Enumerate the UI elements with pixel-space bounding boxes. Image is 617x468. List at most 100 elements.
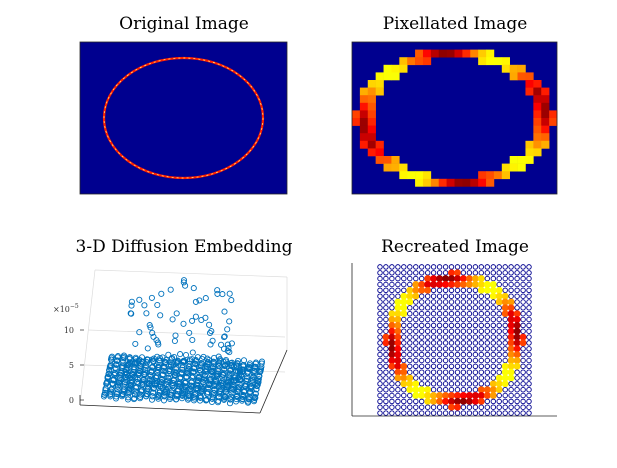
recreated-point: [413, 369, 419, 375]
recreated-point: [478, 375, 485, 381]
pixel-cell: [541, 133, 550, 142]
recreated-point: [436, 305, 443, 311]
recreated-point: [490, 410, 497, 416]
recreated-point: [413, 346, 419, 352]
recreated-point: [526, 299, 532, 305]
recreated-point: [490, 357, 497, 364]
recreated-point: [400, 304, 408, 312]
recreated-point: [407, 410, 413, 416]
recreated-point: [407, 404, 413, 410]
pixel-cell: [446, 49, 455, 58]
panel-original-image: Original Image: [79, 14, 288, 195]
recreated-point: [424, 270, 431, 276]
recreated-point: [377, 340, 383, 346]
recreated-point: [507, 357, 515, 364]
recreated-point: [448, 310, 455, 317]
recreated-point: [442, 334, 449, 340]
recreated-point: [460, 404, 467, 410]
recreated-point: [526, 328, 532, 334]
embedding-point: [233, 362, 240, 369]
recreated-point: [430, 381, 437, 387]
recreated-point: [407, 363, 413, 370]
embedding-point: [205, 360, 213, 368]
recreated-point: [436, 316, 443, 323]
recreated-point: [424, 264, 431, 270]
recreated-point: [501, 304, 509, 312]
pixel-cell: [517, 156, 526, 164]
recreated-point: [377, 275, 383, 282]
recreated-point: [388, 351, 396, 359]
recreated-point: [466, 381, 473, 387]
recreated-point: [526, 351, 532, 358]
embedding-point: [124, 373, 131, 380]
embedding-point: [172, 332, 179, 339]
recreated-point: [466, 363, 473, 370]
embedding-point: [182, 383, 189, 390]
recreated-point: [418, 264, 425, 270]
recreated-point: [496, 398, 502, 405]
pixel-cell: [525, 80, 534, 88]
pixel-cell: [359, 125, 369, 134]
recreated-point: [496, 305, 502, 311]
pixel-cell: [525, 87, 534, 96]
recreated-point: [471, 281, 479, 288]
recreated-point: [413, 398, 419, 405]
embedding-point: [196, 397, 204, 404]
pixel-cell: [486, 171, 495, 180]
recreated-point: [430, 375, 437, 381]
recreated-point: [442, 340, 449, 346]
embedding-point: [157, 383, 164, 390]
pixel-cell: [478, 178, 487, 187]
recreated-point: [496, 346, 502, 352]
recreated-point: [377, 398, 383, 405]
embedding-point: [164, 377, 171, 384]
recreated-point: [454, 322, 461, 329]
recreated-point: [490, 340, 497, 346]
pixel-cell: [430, 49, 440, 58]
recreated-point: [501, 298, 509, 306]
embedding-point: [211, 383, 218, 390]
embedding-point: [136, 296, 143, 303]
pixel-cell: [454, 49, 463, 58]
recreated-point: [508, 281, 514, 288]
recreated-point: [495, 386, 503, 394]
recreated-point: [424, 397, 432, 405]
recreated-point: [442, 363, 449, 370]
pixel-cell: [493, 57, 503, 66]
recreated-point: [424, 299, 431, 305]
recreated-point: [389, 270, 395, 276]
recreated-point: [436, 310, 443, 317]
recreated-point: [442, 357, 449, 364]
recreated-point: [460, 328, 467, 334]
pixel-cell: [383, 156, 392, 164]
recreated-point: [496, 340, 502, 346]
recreated-point: [508, 404, 514, 410]
recreated-point: [436, 270, 443, 276]
recreated-point: [394, 310, 402, 318]
recreated-point: [400, 362, 408, 370]
recreated-point: [490, 346, 497, 352]
recreated-point: [508, 275, 514, 282]
recreated-point: [496, 264, 502, 270]
recreated-point: [496, 404, 502, 410]
recreated-point: [383, 363, 389, 370]
recreated-point: [484, 310, 491, 317]
recreated-point: [448, 305, 455, 311]
recreated-point: [413, 357, 419, 364]
recreated-point: [508, 410, 514, 416]
recreated-point: [436, 264, 443, 270]
recreated-point: [490, 328, 497, 334]
recreated-point: [394, 304, 402, 312]
embedding-point: [194, 385, 201, 392]
embedding-point: [114, 386, 121, 393]
recreated-point: [394, 357, 402, 364]
recreated-point: [478, 340, 485, 346]
embedding-point: [109, 380, 116, 387]
pixel-cell: [383, 163, 392, 172]
recreated-point: [413, 264, 419, 270]
recreated-point: [412, 386, 420, 394]
embedding-point: [252, 394, 259, 401]
recreated-point: [442, 397, 450, 405]
embedding-point: [171, 337, 178, 345]
recreated-point: [460, 322, 467, 329]
